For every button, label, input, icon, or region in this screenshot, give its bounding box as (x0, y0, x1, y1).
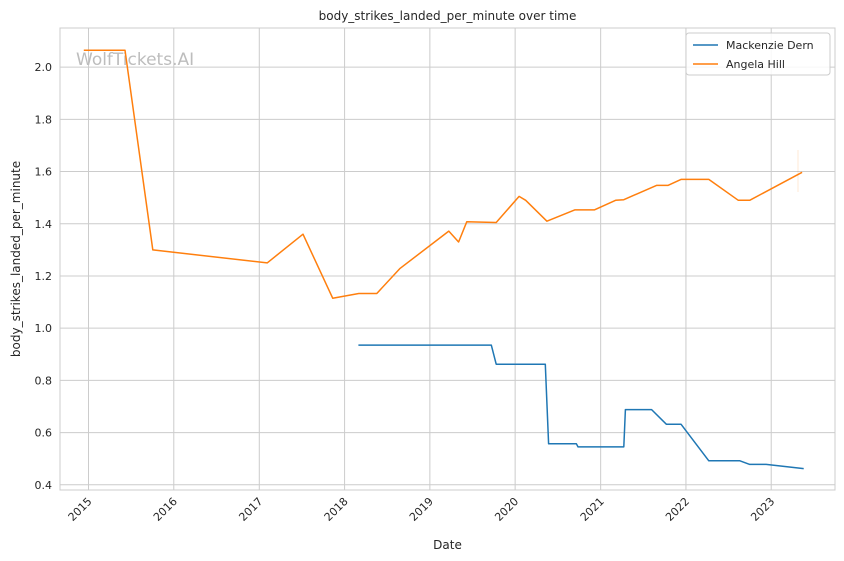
y-tick-label: 0.8 (35, 374, 53, 387)
legend-box (685, 32, 831, 76)
grid (60, 28, 835, 490)
series-layer (83, 49, 804, 470)
legend-label-mackenzie-dern: Mackenzie Dern (726, 39, 814, 52)
series-line-angela-hill (83, 49, 803, 299)
y-tick-label: 1.6 (35, 166, 53, 179)
y-tick-label: 1.4 (35, 218, 53, 231)
x-axis-label: Date (433, 538, 462, 552)
plot-frame (59, 27, 836, 491)
y-tick-label: 1.8 (35, 113, 53, 126)
y-tick-label: 2.0 (35, 61, 53, 74)
y-axis-label: body_strikes_landed_per_minute (9, 161, 23, 357)
watermark: WolfTickets.AI (76, 50, 194, 70)
series-line-mackenzie-dern (358, 344, 804, 470)
legend-label-angela-hill: Angela Hill (726, 58, 785, 71)
y-tick-label: 1.0 (35, 322, 53, 335)
y-tick-label: 0.4 (35, 479, 53, 492)
legend: Mackenzie Dern Angela Hill (685, 32, 831, 76)
y-tick-label: 1.2 (35, 270, 53, 283)
chart-title: body_strikes_landed_per_minute over time (319, 9, 577, 23)
y-tick-label: 0.6 (35, 427, 53, 440)
